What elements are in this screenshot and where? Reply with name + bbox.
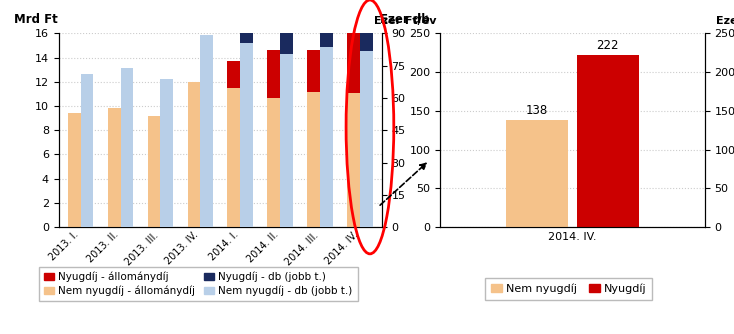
Bar: [200, 35, 213, 227]
Bar: [307, 50, 320, 92]
Bar: [68, 113, 81, 227]
Bar: [307, 92, 320, 227]
Bar: [120, 68, 134, 227]
Legend: Nem nyugdíj, Nyugdíj: Nem nyugdíj, Nyugdíj: [485, 278, 653, 300]
Legend: Nyugdíj - állománydíj, Nem nyugdíj - állománydíj, Nyugdíj - db (jobb t.), Nem ny: Nyugdíj - állománydíj, Nem nyugdíj - áll…: [39, 267, 357, 301]
Bar: [240, 20, 253, 43]
Text: Ezer db: Ezer db: [380, 13, 430, 26]
Text: 222: 222: [597, 39, 619, 52]
Bar: [267, 50, 280, 98]
Bar: [347, 21, 360, 93]
Text: Ezer Ft/év: Ezer Ft/év: [716, 16, 734, 26]
Bar: [81, 74, 93, 227]
Bar: [577, 55, 639, 227]
Bar: [280, 14, 293, 54]
Text: Mrd Ft: Mrd Ft: [13, 13, 57, 26]
Text: 138: 138: [526, 104, 548, 117]
Bar: [506, 120, 568, 227]
Text: Ezer Ft/év: Ezer Ft/év: [374, 16, 437, 26]
Bar: [320, 47, 333, 227]
Bar: [360, 0, 373, 51]
Bar: [228, 61, 240, 88]
Bar: [148, 116, 161, 227]
Bar: [267, 98, 280, 227]
Bar: [347, 93, 360, 227]
Bar: [187, 82, 200, 227]
Bar: [360, 51, 373, 227]
Bar: [240, 43, 253, 227]
Bar: [320, 12, 333, 47]
Bar: [108, 109, 120, 227]
Bar: [280, 54, 293, 227]
Bar: [228, 88, 240, 227]
Bar: [161, 78, 173, 227]
